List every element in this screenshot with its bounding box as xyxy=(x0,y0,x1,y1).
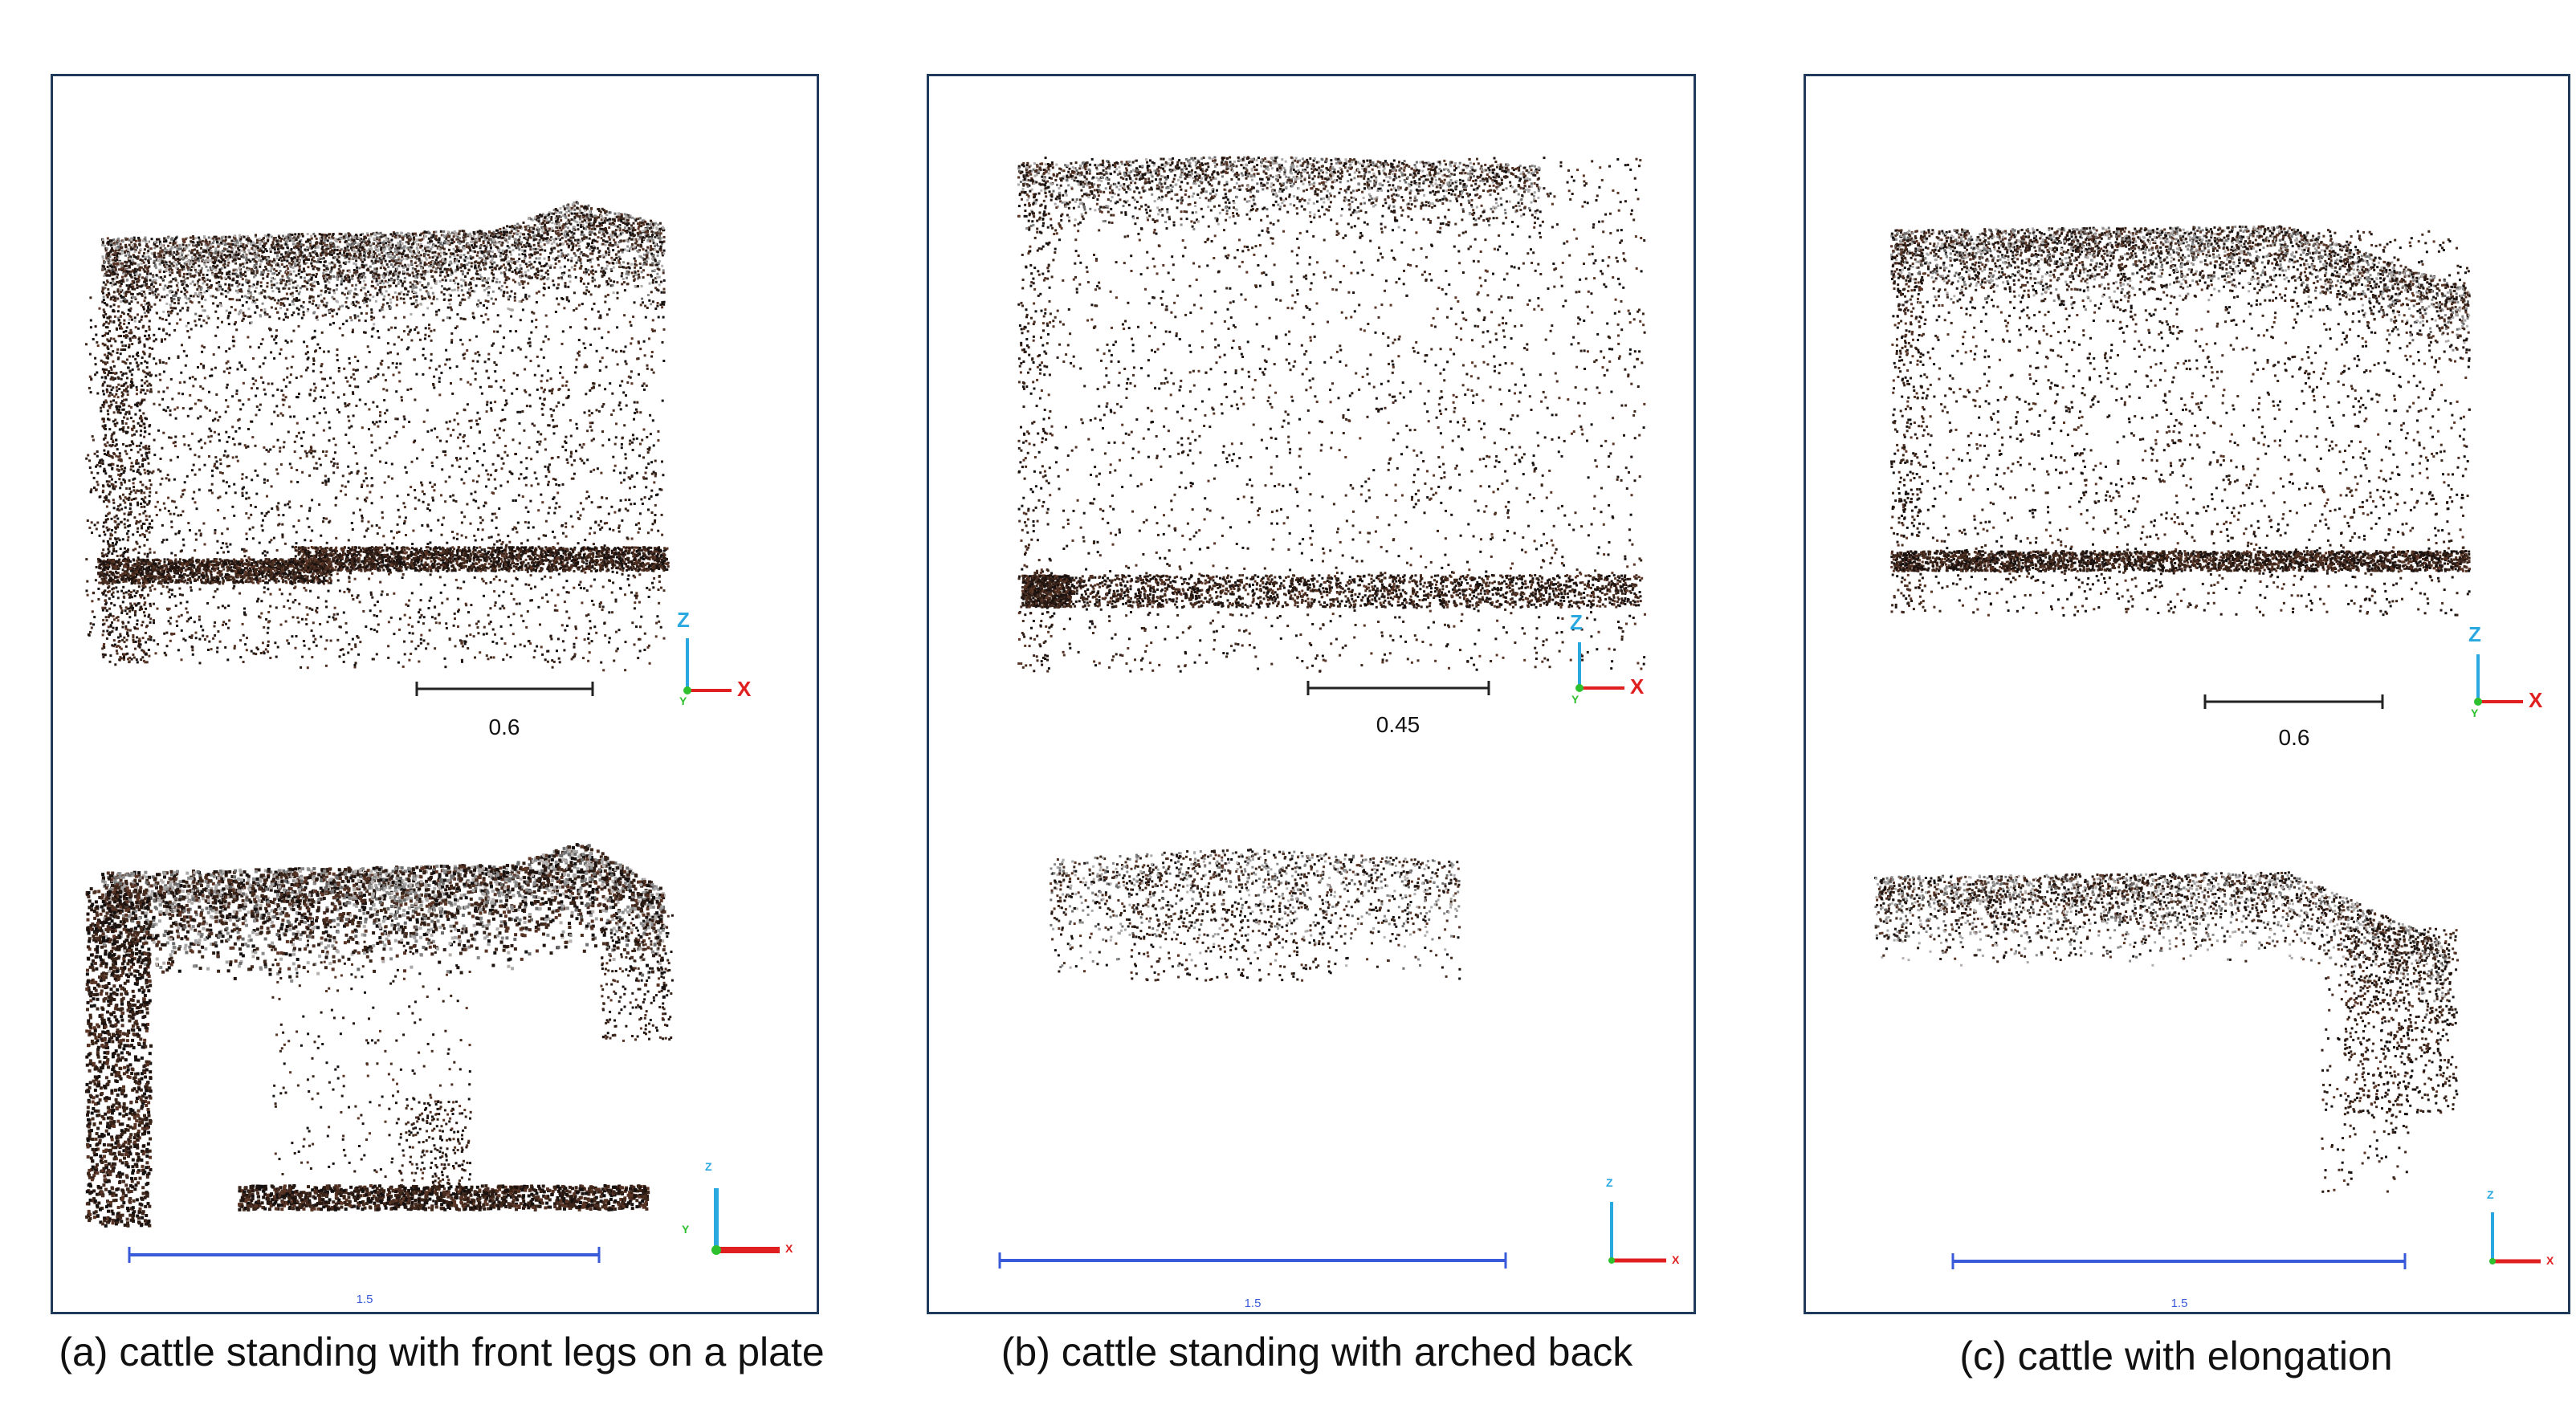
axis-label-y: Y xyxy=(2471,707,2478,719)
scale-label-top: 0.6 xyxy=(489,715,520,740)
point-cloud-c xyxy=(1874,225,2471,1193)
axis-label-y-bottom: Y xyxy=(682,1223,689,1236)
axis-label-y: Y xyxy=(679,694,687,707)
axis-label-z: Z xyxy=(1570,610,1583,635)
axis-label-x-bottom: X xyxy=(2546,1254,2554,1267)
axis-label-z: Z xyxy=(2468,622,2481,647)
scale-bar-top-b xyxy=(998,642,1666,1269)
caption-a: (a) cattle standing with front legs on a… xyxy=(24,1329,859,1375)
axis-label-x-bottom: X xyxy=(785,1242,793,1255)
scale-label-bottom: 1.5 xyxy=(2171,1297,2188,1310)
point-cloud-b xyxy=(1017,156,1646,982)
scale-label-bottom: 1.5 xyxy=(1245,1297,1262,1310)
axis-label-x-bottom: X xyxy=(1672,1253,1679,1266)
axis-label-z-bottom: Z xyxy=(1606,1176,1613,1189)
axis-label-z-bottom: Z xyxy=(2487,1188,2494,1201)
point-cloud-a xyxy=(85,201,674,1228)
axis-label-x: X xyxy=(737,677,751,702)
panel-a: 0.6 1.5 Z X Y Z X Y xyxy=(51,74,819,1314)
caption-c: (c) cattle with elongation xyxy=(1791,1333,2562,1379)
axis-label-z-bottom: Z xyxy=(705,1160,712,1173)
caption-b: (b) cattle standing with arched back xyxy=(899,1329,1734,1375)
axis-label-y: Y xyxy=(1571,693,1579,706)
scale-bar-top-a xyxy=(128,638,780,1263)
scale-label-bottom: 1.5 xyxy=(357,1293,373,1306)
scale-label-top: 0.6 xyxy=(2279,725,2310,751)
panel-b: 0.45 1.5 Z X Y Z X xyxy=(927,74,1696,1314)
axis-label-x: X xyxy=(1630,674,1644,699)
scale-bar-top-c xyxy=(1951,654,2541,1269)
axis-label-z: Z xyxy=(677,608,690,633)
scale-label-top: 0.45 xyxy=(1376,712,1420,738)
axis-label-x: X xyxy=(2529,688,2542,713)
panel-c: 0.6 1.5 Z X Y Z X xyxy=(1804,74,2570,1314)
